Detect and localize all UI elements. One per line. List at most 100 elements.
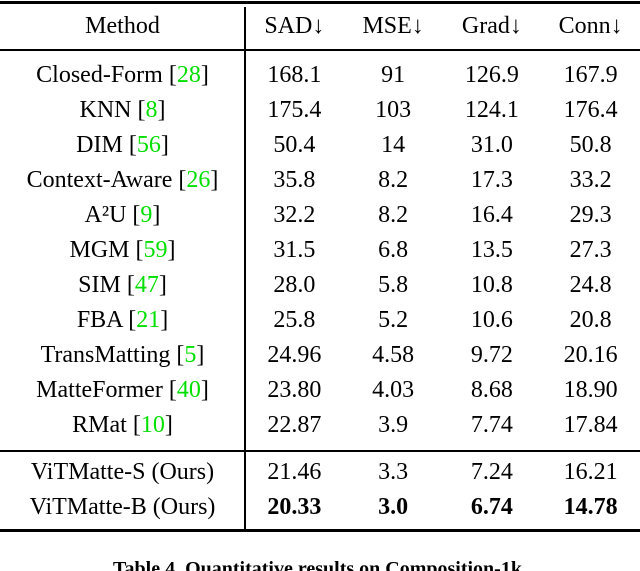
metric-value: 28.0 [273, 272, 316, 298]
metric-value: 168.1 [267, 62, 322, 88]
citation-link[interactable]: 59 [143, 237, 168, 263]
table-row: ViTMatte-S (Ours) 21.46 3.3 7.24 16.21 [0, 455, 640, 490]
citation-link[interactable]: 21 [136, 307, 161, 333]
method-name: MatteFormer [36, 377, 163, 403]
table-caption: Table 4. Quantitative results on Composi… [113, 558, 527, 571]
citation-link[interactable]: 5 [184, 342, 197, 368]
method-name: FBA [76, 307, 123, 333]
method-name: Context-Aware [26, 167, 173, 193]
table-row: MatteFormer [40] 23.80 4.03 8.68 18.90 [0, 373, 640, 408]
metric-value: 124.1 [464, 97, 519, 123]
metric-value: 9.72 [470, 342, 513, 368]
metric-value: 8.2 [378, 202, 409, 228]
metric-value: 16.4 [470, 202, 513, 228]
metric-value: 25.8 [273, 307, 316, 333]
metric-value: 35.8 [273, 167, 316, 193]
header-divider-rule [0, 49, 640, 51]
metric-value: 24.96 [267, 342, 322, 368]
metric-value: 20.33 [267, 494, 322, 520]
metric-value: 10.8 [470, 272, 513, 298]
citation-link[interactable]: 10 [140, 412, 165, 438]
metric-value: 3.0 [378, 494, 409, 520]
method-name: MGM [69, 237, 130, 263]
table-row: SIM [47] 28.0 5.8 10.8 24.8 [0, 268, 640, 303]
metric-value: 17.84 [563, 412, 618, 438]
table-row: MGM [59] 31.5 6.8 13.5 27.3 [0, 233, 640, 268]
method-name: ViTMatte-S (Ours) [30, 459, 215, 485]
metric-value: 20.16 [563, 342, 618, 368]
metric-value: 31.0 [470, 132, 513, 158]
citation-link[interactable]: 28 [176, 62, 201, 88]
table-row: DIM [56] 50.4 14 31.0 50.8 [0, 128, 640, 163]
metric-value: 10.6 [470, 307, 513, 333]
metric-value: 8.68 [470, 377, 513, 403]
metric-value: 27.3 [569, 237, 612, 263]
metric-value: 8.2 [378, 167, 409, 193]
metric-value: 167.9 [563, 62, 618, 88]
metric-value: 3.9 [378, 412, 409, 438]
column-separator-rule [244, 7, 246, 530]
citation-link[interactable]: 56 [136, 132, 161, 158]
method-cell: ViTMatte-S (Ours) [0, 455, 245, 490]
table-row: FBA [21] 25.8 5.2 10.6 20.8 [0, 303, 640, 338]
method-name: DIM [76, 132, 123, 158]
method-name: ViTMatte-B (Ours) [29, 494, 216, 520]
citation-link[interactable]: 40 [176, 377, 201, 403]
method-cell: MGM [59] [69, 237, 176, 263]
table-row: Closed-Form [28] 168.1 91 126.9 167.9 [0, 58, 640, 93]
method-cell: RMat [10] [72, 412, 173, 438]
method-name: Closed-Form [36, 62, 163, 88]
metric-value: 7.24 [470, 459, 513, 485]
column-header-sad: SAD↓ [264, 13, 325, 39]
metric-value: 32.2 [273, 202, 316, 228]
table-header-row: Method SAD↓ MSE↓ Grad↓ Conn↓ [0, 4, 640, 49]
metric-value: 6.8 [378, 237, 409, 263]
citation-link[interactable]: 47 [134, 272, 159, 298]
method-cell: A²U [9] [84, 202, 161, 228]
metric-value: 14.78 [563, 494, 618, 520]
metric-value: 4.58 [372, 342, 415, 368]
metric-value: 16.21 [563, 459, 618, 485]
metric-value: 17.3 [470, 167, 513, 193]
table-ours-section: ViTMatte-S (Ours) 21.46 3.3 7.24 16.21 ViTMat… [0, 452, 640, 529]
metric-value: 3.3 [378, 459, 409, 485]
citation-link[interactable]: 8 [145, 97, 158, 123]
bottom-rule [0, 529, 640, 532]
table-row: Context-Aware [26] 35.8 8.2 17.3 33.2 [0, 163, 640, 198]
method-name: RMat [72, 412, 127, 438]
method-cell: MatteFormer [40] [36, 377, 209, 403]
metric-value: 18.90 [563, 377, 618, 403]
method-cell: Context-Aware [26] [26, 167, 219, 193]
metric-value: 103 [375, 97, 412, 123]
metric-value: 31.5 [273, 237, 316, 263]
metric-value: 126.9 [464, 62, 519, 88]
metric-value: 50.4 [273, 132, 316, 158]
method-cell: ViTMatte-B (Ours) [0, 490, 245, 525]
metric-value: 33.2 [569, 167, 612, 193]
metric-value: 91 [381, 62, 406, 88]
column-header-mse: MSE↓ [362, 13, 424, 39]
metric-value: 175.4 [267, 97, 322, 123]
metric-value: 5.8 [378, 272, 409, 298]
table-row: ViTMatte-B (Ours) 20.33 3.0 6.74 14.78 [0, 490, 640, 525]
metric-value: 20.8 [569, 307, 612, 333]
metric-value: 13.5 [470, 237, 513, 263]
method-cell: Closed-Form [28] [36, 62, 209, 88]
column-header-conn: Conn↓ [558, 13, 623, 39]
metric-value: 176.4 [563, 97, 618, 123]
table-row: KNN [8] 175.4 103 124.1 176.4 [0, 93, 640, 128]
citation-link[interactable]: 26 [186, 167, 211, 193]
citation-link[interactable]: 9 [140, 202, 153, 228]
table-body: Closed-Form [28] 168.1 91 126.9 167.9 KNN [8]… [0, 51, 640, 450]
method-cell: SIM [47] [78, 272, 167, 298]
ours-divider-rule [0, 450, 640, 452]
metric-value: 4.03 [372, 377, 415, 403]
metric-value: 5.2 [378, 307, 409, 333]
table-row: A²U [9] 32.2 8.2 16.4 29.3 [0, 198, 640, 233]
table-row: TransMatting [5] 24.96 4.58 9.72 20.16 [0, 338, 640, 373]
top-rule [0, 1, 640, 4]
metric-value: 24.8 [569, 272, 612, 298]
metric-value: 22.87 [267, 412, 322, 438]
column-header-method: Method [85, 13, 160, 39]
